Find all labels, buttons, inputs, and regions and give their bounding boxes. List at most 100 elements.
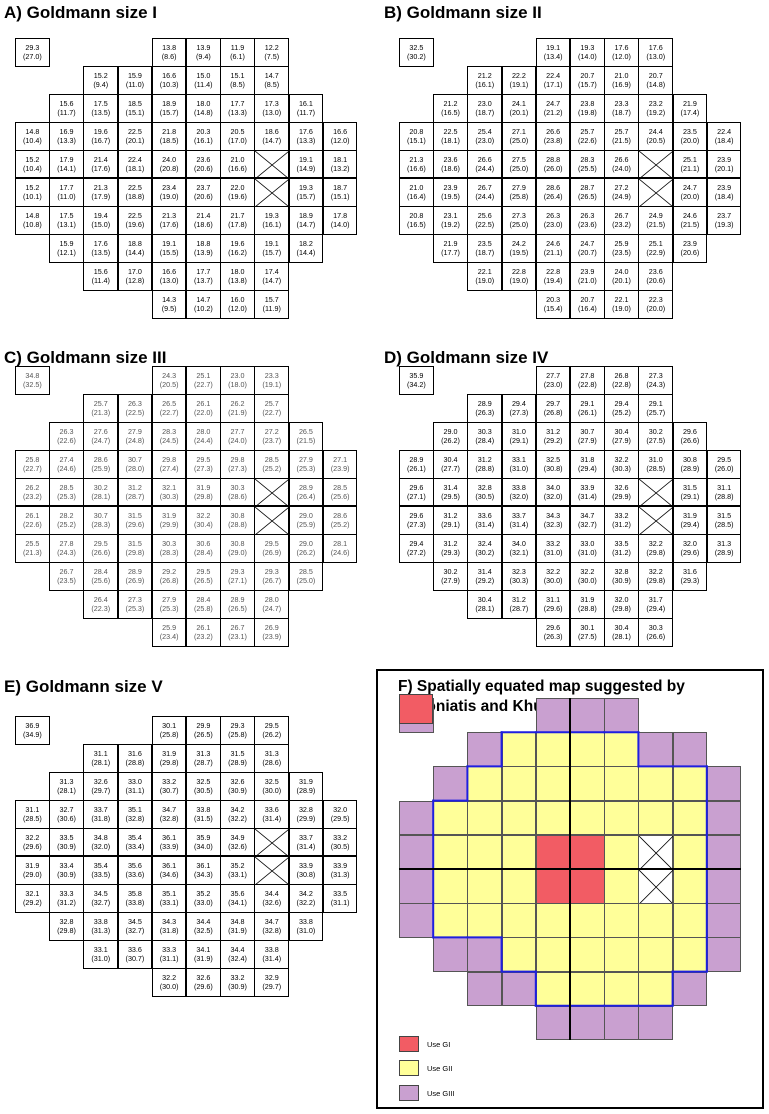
lower-limit-threshold: (19.8) [577, 108, 597, 118]
mean-threshold: 28.6 [333, 511, 348, 521]
threshold-cell: 33.6 (31.4) [467, 506, 503, 535]
threshold-cell: 28.3 (25.5) [570, 150, 605, 179]
lower-limit-threshold: (14.9) [296, 164, 316, 174]
threshold-cell: 31.1 (28.5) [15, 800, 50, 829]
threshold-cell: 24.7 (21.2) [535, 94, 571, 123]
mean-threshold: 23.9 [717, 155, 732, 165]
threshold-cell: 22.1 (19.0) [604, 290, 639, 319]
mean-threshold: 16.1 [298, 99, 313, 109]
threshold-cell: 33.3 (31.2) [49, 884, 84, 913]
lower-limit-threshold: (29.4) [646, 604, 666, 614]
threshold-cell: 15.2 (10.4) [15, 150, 50, 179]
lower-limit-threshold: (32.0) [543, 492, 563, 502]
mean-threshold: 15.2 [25, 155, 40, 165]
mean-threshold: 28.3 [580, 155, 595, 165]
mean-threshold: 34.1 [196, 945, 211, 955]
mean-threshold: 20.3 [546, 295, 561, 305]
threshold-cell: 31.0 (28.5) [638, 450, 674, 479]
lower-limit-threshold: (29.5) [441, 492, 460, 502]
mean-threshold: 28.5 [264, 455, 279, 465]
threshold-cell: 16.6 (13.0) [151, 262, 187, 291]
mean-threshold: 33.8 [298, 917, 313, 927]
mean-threshold: 32.3 [511, 567, 526, 577]
threshold-cell: 35.2 (33.1) [220, 856, 255, 885]
mean-threshold: 32.2 [648, 539, 663, 549]
mean-threshold: 36.1 [162, 833, 177, 843]
mean-threshold: 22.8 [511, 267, 526, 277]
threshold-cell: 30.4 (28.1) [604, 618, 639, 647]
mean-threshold: 29.5 [717, 455, 732, 465]
lower-limit-threshold: (25.8) [193, 604, 213, 614]
mean-threshold: 31.9 [580, 595, 595, 605]
lower-limit-threshold: (10.3) [159, 80, 179, 90]
threshold-cell: 18.1 (13.2) [322, 150, 358, 179]
mean-threshold: 30.4 [443, 455, 458, 465]
mean-threshold: 26.7 [59, 567, 74, 577]
lower-limit-threshold: (29.3) [680, 576, 700, 586]
threshold-cell: 28.9 (26.4) [288, 478, 324, 507]
threshold-cell: 15.6 (11.4) [83, 262, 119, 291]
mean-threshold: 32.6 [614, 483, 629, 493]
lower-limit-threshold: (31.4) [296, 842, 316, 852]
lower-limit-threshold: (29.6) [193, 982, 213, 992]
lower-limit-threshold: (27.2) [406, 548, 426, 558]
mean-threshold: 22.1 [614, 295, 629, 305]
lower-limit-threshold: (29.6) [680, 548, 700, 558]
threshold-cell: 35.1 (33.1) [151, 884, 187, 913]
lower-limit-threshold: (19.0) [159, 192, 179, 202]
threshold-cell: 26.5 (22.7) [151, 394, 187, 423]
threshold-cell: 24.3 (20.5) [151, 366, 187, 395]
threshold-cell: 29.3 (27.1) [220, 562, 255, 591]
threshold-cell: 25.7 (21.3) [83, 394, 119, 423]
mean-threshold: 29.4 [614, 399, 629, 409]
threshold-cell: 16.1 (11.7) [288, 94, 324, 123]
zone-gii-cell [501, 732, 537, 767]
lower-limit-threshold: (33.6) [125, 870, 145, 880]
threshold-cell: 26.6 (24.4) [467, 150, 503, 179]
threshold-cell: 35.6 (33.6) [117, 856, 153, 885]
lower-limit-threshold: (19.4) [543, 276, 563, 286]
threshold-cell: 25.8 (22.7) [15, 450, 50, 479]
mean-threshold: 28.1 [333, 539, 348, 549]
lower-limit-threshold: (17.8) [228, 220, 247, 230]
mean-threshold: 26.5 [162, 399, 177, 409]
lower-limit-threshold: (19.6) [125, 220, 145, 230]
threshold-cell: 15.1 (8.5) [220, 66, 255, 95]
threshold-cell: 29.4 (27.3) [501, 394, 537, 423]
lower-limit-threshold: (27.3) [228, 464, 247, 474]
threshold-cell: 31.5 (29.8) [117, 534, 153, 563]
threshold-cell: 28.5 (25.3) [49, 478, 84, 507]
lower-limit-threshold: (15.1) [406, 136, 426, 146]
threshold-cell: 18.9 (14.7) [288, 206, 324, 235]
legend-swatch-gi [399, 1036, 419, 1052]
threshold-cell: 35.6 (34.1) [220, 884, 255, 913]
mean-threshold: 17.8 [333, 211, 348, 221]
mean-threshold: 34.7 [580, 511, 595, 521]
lower-limit-threshold: (26.4) [296, 492, 316, 502]
threshold-cell: 26.3 (23.0) [535, 206, 571, 235]
legend-swatch-gii [399, 1060, 419, 1076]
lower-limit-threshold: (31.4) [262, 954, 282, 964]
threshold-cell: 28.3 (24.5) [151, 422, 187, 451]
lower-limit-threshold: (11.9) [262, 304, 281, 314]
lower-limit-threshold: (21.3) [22, 548, 42, 558]
threshold-cell: 33.9 (30.8) [288, 856, 324, 885]
lower-limit-threshold: (30.9) [228, 786, 247, 796]
threshold-cell: 32.0 (29.8) [604, 590, 639, 619]
lower-limit-threshold: (28.1) [57, 786, 76, 796]
mean-threshold: 30.1 [162, 721, 177, 731]
threshold-cell: 21.7 (17.8) [220, 206, 255, 235]
lower-limit-threshold: (26.5) [193, 576, 213, 586]
mean-threshold: 11.9 [230, 43, 245, 53]
lower-limit-threshold: (34.6) [159, 870, 179, 880]
lower-limit-threshold: (15.4) [543, 304, 563, 314]
lower-limit-threshold: (20.6) [646, 276, 666, 286]
mean-threshold: 33.2 [230, 973, 245, 983]
lower-limit-threshold: (29.7) [91, 786, 111, 796]
lower-limit-threshold: (21.1) [543, 248, 563, 258]
threshold-cell: 30.7 (27.9) [570, 422, 605, 451]
threshold-cell: 23.9 (18.4) [706, 178, 742, 207]
mean-threshold: 28.2 [59, 511, 74, 521]
threshold-cell: 26.7 (23.1) [220, 618, 255, 647]
lower-limit-threshold: (28.9) [680, 464, 700, 474]
